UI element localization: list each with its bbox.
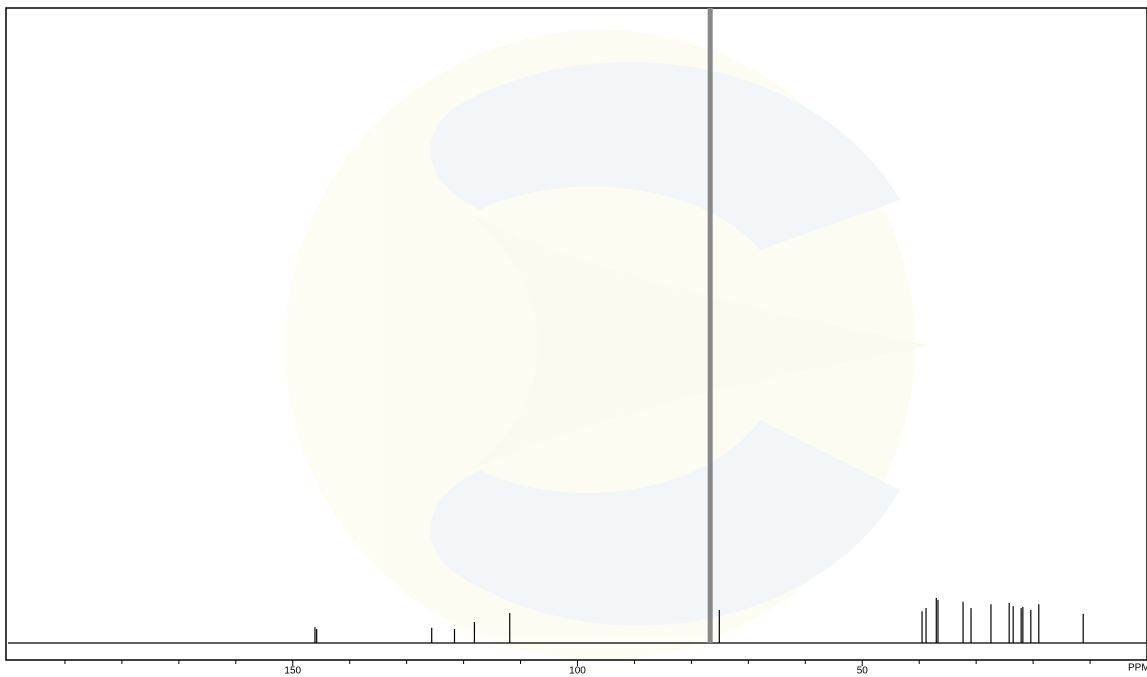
- plot-frame: [5, 7, 1147, 661]
- watermark-arc: [430, 61, 900, 250]
- x-tick-label: 100: [569, 666, 586, 677]
- x-tick-label: 150: [284, 666, 301, 677]
- watermark-arc: [430, 420, 900, 626]
- x-axis-label: PPM: [1128, 663, 1147, 674]
- watermark: [285, 30, 930, 660]
- x-tick-label: 50: [857, 666, 869, 677]
- watermark-wedge: [470, 215, 930, 470]
